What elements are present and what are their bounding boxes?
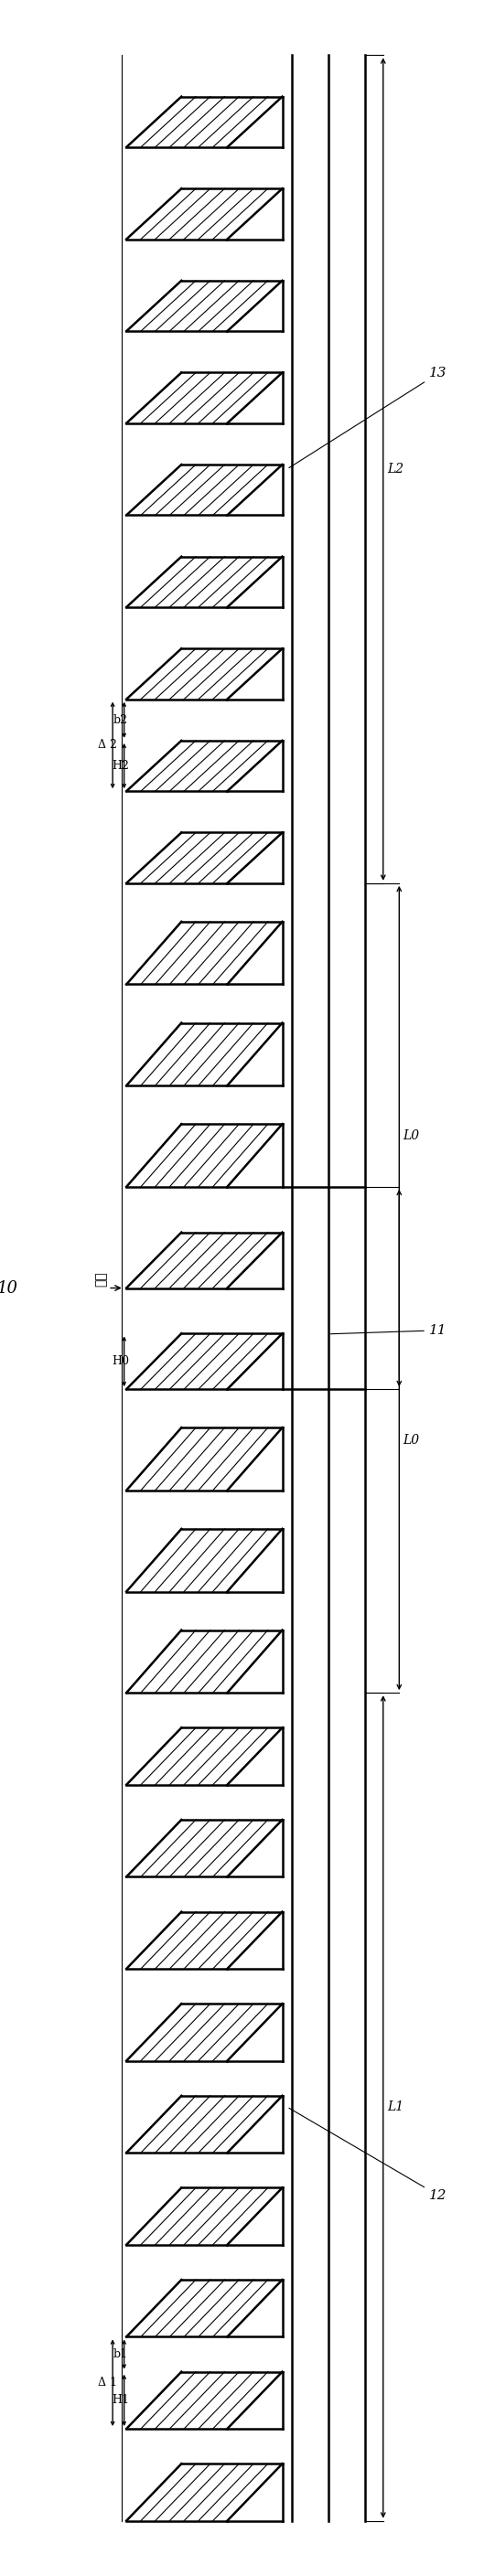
Text: 13: 13 <box>289 368 447 469</box>
Text: b2: b2 <box>113 714 128 726</box>
Text: L0: L0 <box>403 1432 420 1445</box>
Text: b1: b1 <box>113 2349 128 2360</box>
Text: L1: L1 <box>387 2099 403 2112</box>
Text: L0: L0 <box>403 1131 420 1144</box>
Text: H0: H0 <box>112 1355 129 1368</box>
Text: 12: 12 <box>289 2107 447 2202</box>
Text: 相移: 相移 <box>95 1270 107 1285</box>
Text: Δ 1: Δ 1 <box>98 2378 117 2388</box>
Text: L2: L2 <box>387 464 403 477</box>
Text: H1: H1 <box>112 2393 129 2406</box>
Text: Δ 2: Δ 2 <box>98 739 117 752</box>
Text: 11: 11 <box>331 1324 447 1337</box>
Text: H2: H2 <box>112 760 129 773</box>
Text: 10: 10 <box>0 1280 18 1296</box>
